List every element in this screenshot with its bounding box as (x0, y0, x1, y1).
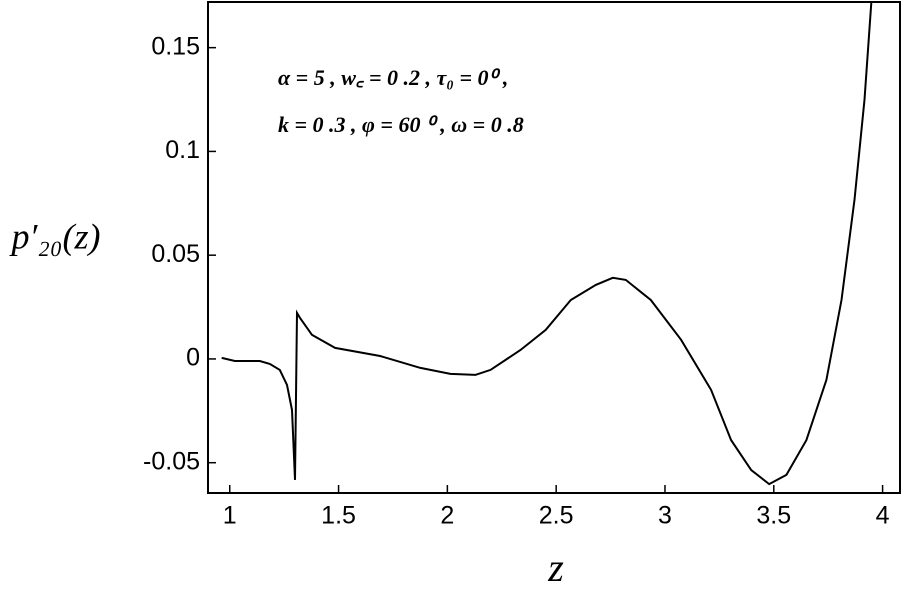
x-tick-label: 3 (658, 502, 672, 530)
y-tick-label: -0.05 (143, 447, 200, 475)
x-tick-label: 2 (440, 502, 454, 530)
data-line (221, 2, 873, 486)
x-tick-label: 3.5 (756, 502, 791, 530)
x-axis-title: z (547, 545, 564, 590)
annotation: k = 0 .3 , φ = 60 ⁰ , ω = 0 .8 (278, 112, 524, 137)
x-tick-label: 4 (876, 502, 890, 530)
x-tick-label: 1.5 (321, 502, 356, 530)
x-tick-label: 1 (223, 502, 237, 530)
y-tick-label: 0.05 (151, 240, 200, 268)
plot-frame (207, 1, 901, 494)
y-axis-title: p′₂₀(z) (9, 216, 101, 256)
y-tick-label: 0.1 (165, 136, 200, 164)
annotation: α = 5 , w꜀ = 0 .2 , τ₀ = 0⁰ , (278, 65, 508, 90)
y-tick-label: 0.15 (151, 32, 200, 60)
x-tick-label: 2.5 (539, 502, 574, 530)
y-tick-label: 0 (186, 344, 200, 372)
